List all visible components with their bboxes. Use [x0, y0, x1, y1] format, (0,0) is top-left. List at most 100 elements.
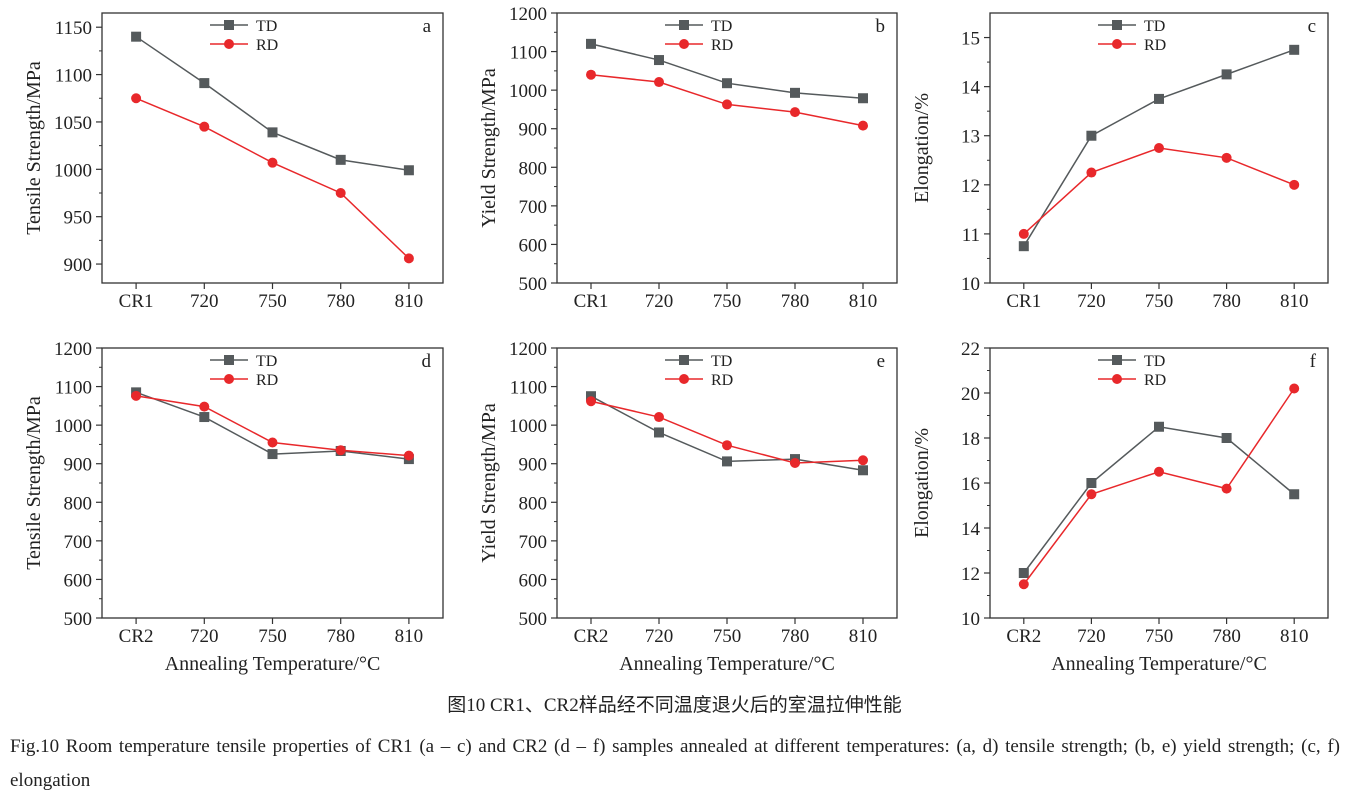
y-tick-label: 700: [64, 532, 93, 553]
x-tick-label: 720: [645, 626, 674, 647]
data-point-rd: [267, 157, 278, 168]
legend-label-td: TD: [256, 353, 277, 370]
data-point-rd: [790, 107, 800, 118]
y-tick-label: 14: [961, 78, 981, 99]
panel-letter: b: [876, 16, 886, 37]
y-tick-label: 900: [519, 120, 548, 141]
legend-marker-td: [679, 355, 689, 365]
legend-label-rd: RD: [711, 37, 733, 54]
data-point-rd: [722, 99, 732, 110]
y-tick-label: 15: [961, 29, 980, 50]
legend-label-rd: RD: [1144, 372, 1166, 389]
data-point-rd: [1221, 483, 1232, 494]
panel-letter: f: [1310, 351, 1317, 372]
caption-english: Fig.10 Room temperature tensile properti…: [10, 736, 1340, 791]
data-point-td: [586, 391, 596, 402]
legend-marker-rd: [1112, 39, 1122, 49]
data-point-rd: [199, 121, 210, 132]
y-tick-label: 950: [64, 208, 93, 229]
y-tick-label: 1100: [510, 43, 547, 64]
series-line-rd: [590, 400, 864, 464]
y-tick-label: 10: [961, 609, 980, 630]
data-point-rd: [722, 440, 732, 451]
legend-marker-rd: [224, 374, 234, 384]
panel-letter: d: [422, 351, 432, 372]
data-point-td: [1154, 93, 1164, 104]
data-point-rd: [1086, 489, 1097, 500]
legend-label-td: TD: [1144, 353, 1165, 370]
panel-b: 500 600 700 800 900 1000 1100 1200 CR1 720 750 780 8…: [478, 4, 898, 312]
x-tick-label: 750: [713, 626, 742, 647]
data-point-rd: [403, 253, 414, 264]
data-point-rd: [1086, 167, 1097, 178]
legend-marker-td: [224, 355, 234, 365]
x-tick-label: 780: [781, 626, 810, 647]
y-tick-label: 600: [519, 235, 548, 256]
legend-marker-td: [1112, 20, 1122, 30]
data-point-rd: [1018, 228, 1029, 239]
x-tick-label: CR1: [119, 291, 154, 312]
y-tick-label: 800: [64, 493, 93, 514]
data-point-td: [1289, 44, 1300, 55]
data-point-rd: [654, 412, 664, 423]
panel-a: 900 950 1000 1050 1100 1150 CR1 720 750 780 810 Ten…: [23, 12, 444, 312]
y-tick-label: 11: [962, 225, 980, 246]
y-tick-label: 18: [961, 429, 980, 450]
data-point-rd: [1018, 579, 1029, 590]
data-point-rd: [1154, 466, 1164, 477]
y-tick-label: 600: [519, 570, 548, 591]
y-tick-label: 500: [64, 609, 93, 630]
legend-marker-rd: [679, 374, 689, 384]
data-point-td: [1086, 130, 1097, 141]
data-point-rd: [131, 93, 142, 104]
y-tick-label: 1100: [55, 66, 92, 87]
y-tick-label: 1000: [509, 81, 547, 102]
series-line-rd: [1023, 147, 1295, 235]
x-tick-label: 720: [1077, 291, 1106, 312]
x-tick-label: 780: [781, 291, 810, 312]
caption-chinese: 图10 CR1、CR2样品经不同温度退火后的室温拉伸性能: [447, 695, 902, 716]
data-point-td: [586, 38, 596, 49]
y-tick-label: 22: [961, 339, 980, 360]
data-point-rd: [858, 455, 868, 466]
y-axis-label: Elongation/%: [911, 93, 933, 203]
panel-c: 10 11 12 13 14 15 CR1 720 750 780 810 Elongation/% c…: [911, 12, 1329, 312]
data-point-td: [1018, 241, 1029, 252]
y-tick-label: 900: [519, 455, 548, 476]
data-point-td: [335, 154, 346, 165]
y-tick-label: 700: [519, 197, 548, 218]
x-axis-label: Annealing Temperature/°C: [165, 653, 381, 675]
x-tick-label: 780: [1212, 626, 1241, 647]
x-tick-label: CR1: [574, 291, 609, 312]
series-line-rd: [1023, 388, 1295, 585]
y-tick-label: 1200: [54, 339, 92, 360]
data-point-rd: [1221, 152, 1232, 163]
data-point-rd: [199, 401, 210, 412]
data-point-td: [1221, 433, 1232, 443]
y-tick-label: 1000: [509, 416, 547, 437]
data-point-rd: [267, 437, 278, 448]
legend-label-rd: RD: [1144, 37, 1166, 54]
data-point-td: [267, 127, 278, 138]
y-tick-label: 13: [961, 127, 980, 148]
y-tick-label: 20: [961, 384, 980, 405]
x-tick-label: CR2: [574, 626, 609, 647]
x-axis-label: Annealing Temperature/°C: [1051, 653, 1267, 675]
x-tick-label: 720: [645, 291, 674, 312]
x-tick-label: 720: [1077, 626, 1106, 647]
figure-10: 900 950 1000 1050 1100 1150 CR1 720 750 780 810 Ten…: [23, 4, 1329, 675]
data-point-rd: [586, 69, 596, 80]
data-point-rd: [858, 120, 868, 131]
y-tick-label: 1150: [55, 18, 92, 39]
panel-d: 500 600 700 800 900 1000 1100 1200 CR2 720 750 780 8…: [23, 339, 444, 675]
panel-letter: c: [1308, 16, 1316, 37]
x-tick-label: CR2: [1006, 626, 1041, 647]
x-tick-label: 720: [190, 291, 219, 312]
legend-label-rd: RD: [256, 372, 278, 389]
data-point-td: [654, 55, 664, 66]
y-tick-label: 800: [519, 158, 548, 179]
y-tick-label: 900: [64, 255, 93, 276]
data-point-td: [1221, 69, 1232, 80]
data-point-td: [1086, 478, 1097, 488]
data-point-rd: [790, 457, 800, 468]
